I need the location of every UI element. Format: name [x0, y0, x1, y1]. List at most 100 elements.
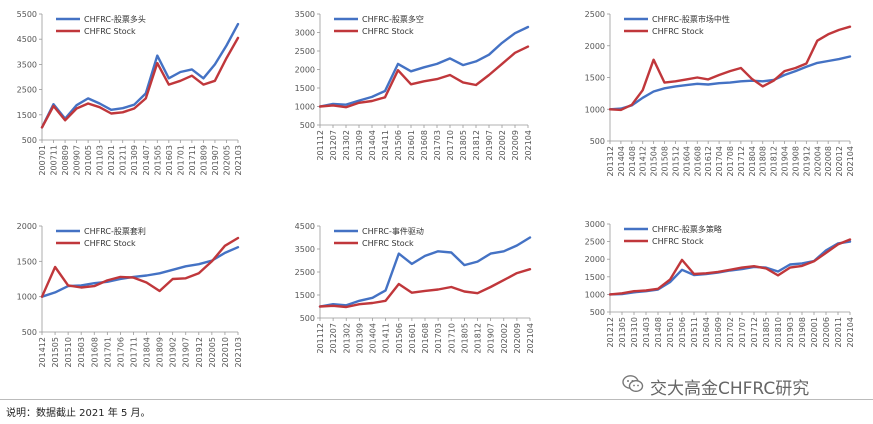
x-tick-label: 201805 — [460, 323, 469, 354]
x-tick-label: 200701 — [38, 145, 47, 176]
y-tick-label: 1000 — [295, 103, 315, 112]
x-tick-label: 202103 — [234, 337, 243, 368]
x-tick-label: 201309 — [130, 145, 139, 176]
watermark-text: 交大高金CHFRC研究 — [650, 378, 810, 399]
x-tick-label: 202006 — [822, 317, 831, 348]
x-tick-label: 201506 — [678, 317, 687, 348]
x-tick-label: 202008 — [824, 146, 833, 177]
x-tick-label: 201407 — [142, 145, 151, 176]
x-tick-label: 201710 — [447, 323, 456, 354]
legend-label: CHFRC Stock — [362, 27, 414, 36]
y-tick-label: 1000 — [17, 293, 37, 302]
x-tick-label: 201506 — [395, 323, 404, 354]
y-tick-label: 500 — [300, 121, 315, 130]
x-tick-label: 201710 — [446, 130, 455, 161]
x-tick-label: 201608 — [90, 337, 99, 368]
y-tick-label: 4500 — [17, 35, 37, 44]
x-tick-label: 201712 — [737, 146, 746, 177]
legend-label: CHFRC-股票市场中性 — [652, 14, 730, 24]
y-tick-label: 2500 — [17, 86, 37, 95]
y-tick-label: 1500 — [295, 84, 315, 93]
x-tick-label: 201310 — [630, 317, 639, 348]
y-tick-label: 500 — [590, 308, 605, 317]
x-tick-label: 202104 — [846, 317, 855, 348]
x-tick-label: 201604 — [682, 146, 691, 177]
x-tick-label: 201005 — [84, 145, 93, 176]
x-tick-label: 201112 — [316, 323, 325, 354]
x-tick-label: 201412 — [38, 337, 47, 368]
x-tick-label: 201501 — [666, 317, 675, 348]
x-tick-label: 201506 — [394, 130, 403, 161]
y-tick-label: 1500 — [295, 291, 315, 300]
x-tick-label: 201207 — [329, 323, 338, 354]
x-tick-label: 200907 — [73, 145, 82, 176]
x-tick-label: 201711 — [188, 145, 197, 176]
x-tick-label: 201907 — [487, 323, 496, 354]
series-line-strategy — [40, 22, 240, 129]
x-tick-label: 201805 — [762, 317, 771, 348]
x-tick-label: 201907 — [182, 337, 191, 368]
x-tick-label: 202004 — [813, 146, 822, 177]
x-tick-label: 201809 — [199, 145, 208, 176]
x-tick-label: 201302 — [342, 323, 351, 354]
x-tick-label: 201609 — [714, 317, 723, 348]
y-tick-label: 4500 — [295, 222, 315, 231]
x-tick-label: 201808 — [759, 146, 768, 177]
x-tick-label: 201805 — [459, 130, 468, 161]
chart-6: 500 1000 1500 2000 2500 3000 201212 201305 20131… — [585, 220, 855, 348]
x-tick-label: 201411 — [381, 130, 390, 161]
wechat-icon — [622, 374, 644, 398]
x-tick-label: 202009 — [511, 130, 520, 161]
x-tick-label: 201601 — [408, 323, 417, 354]
x-tick-label: 201511 — [690, 317, 699, 348]
series-line-strategy — [608, 55, 852, 111]
x-tick-label: 201510 — [64, 337, 73, 368]
x-tick-label: 201312 — [606, 146, 615, 177]
y-tick-label: 2000 — [585, 42, 605, 51]
x-tick-label: 201812 — [474, 323, 483, 354]
legend-label: CHFRC Stock — [652, 27, 704, 36]
x-tick-label: 201604 — [702, 317, 711, 348]
x-tick-label: 201302 — [342, 130, 351, 161]
x-tick-label: 201603 — [165, 145, 174, 176]
y-tick-label: 500 — [22, 328, 37, 337]
legend-label: CHFRC-事件驱动 — [362, 226, 424, 236]
x-tick-label: 201211 — [119, 145, 128, 176]
legend-label: CHFRC Stock — [362, 239, 414, 248]
x-tick-label: 202001 — [810, 317, 819, 348]
x-tick-label: 201412 — [639, 146, 648, 177]
y-tick-label: 2000 — [17, 222, 37, 231]
x-tick-label: 202005 — [222, 145, 231, 176]
y-tick-label: 5500 — [17, 10, 37, 19]
y-tick-label: 2500 — [295, 47, 315, 56]
x-tick-label: 201904 — [781, 146, 790, 177]
x-tick-label: 201907 — [485, 130, 494, 161]
series-line-stock — [40, 36, 240, 129]
series-line-stock — [40, 236, 240, 298]
series-line-strategy — [608, 240, 852, 296]
x-tick-label: 201902 — [169, 337, 178, 368]
x-tick-label: 200809 — [61, 145, 70, 176]
x-tick-label: 201403 — [642, 317, 651, 348]
chart-grid: 500 1500 2500 3500 4500 5500 200701 200711 20080… — [17, 10, 855, 368]
x-tick-label: 202103 — [234, 145, 243, 176]
x-tick-label: 201212 — [606, 317, 615, 348]
x-tick-label: 200711 — [50, 145, 59, 176]
x-tick-label: 201608 — [421, 323, 430, 354]
series-line-strategy — [318, 25, 530, 108]
y-tick-label: 3000 — [295, 29, 315, 38]
series-line-stock — [608, 25, 852, 112]
watermark: 交大高金CHFRC研究 — [622, 374, 810, 399]
x-tick-label: 201408 — [628, 146, 637, 177]
x-tick-label: 201701 — [103, 337, 112, 368]
legend-label: CHFRC Stock — [84, 27, 136, 36]
x-tick-label: 201907 — [211, 145, 220, 176]
x-tick-label: 202002 — [498, 130, 507, 161]
y-tick-label: 500 — [300, 314, 315, 323]
legend-label: CHFRC-股票多头 — [84, 14, 146, 24]
x-tick-label: 201712 — [750, 317, 759, 348]
y-tick-label: 1000 — [585, 290, 605, 299]
x-tick-label: 201703 — [433, 130, 442, 161]
x-tick-label: 201608 — [693, 146, 702, 177]
x-tick-label: 201903 — [786, 317, 795, 348]
